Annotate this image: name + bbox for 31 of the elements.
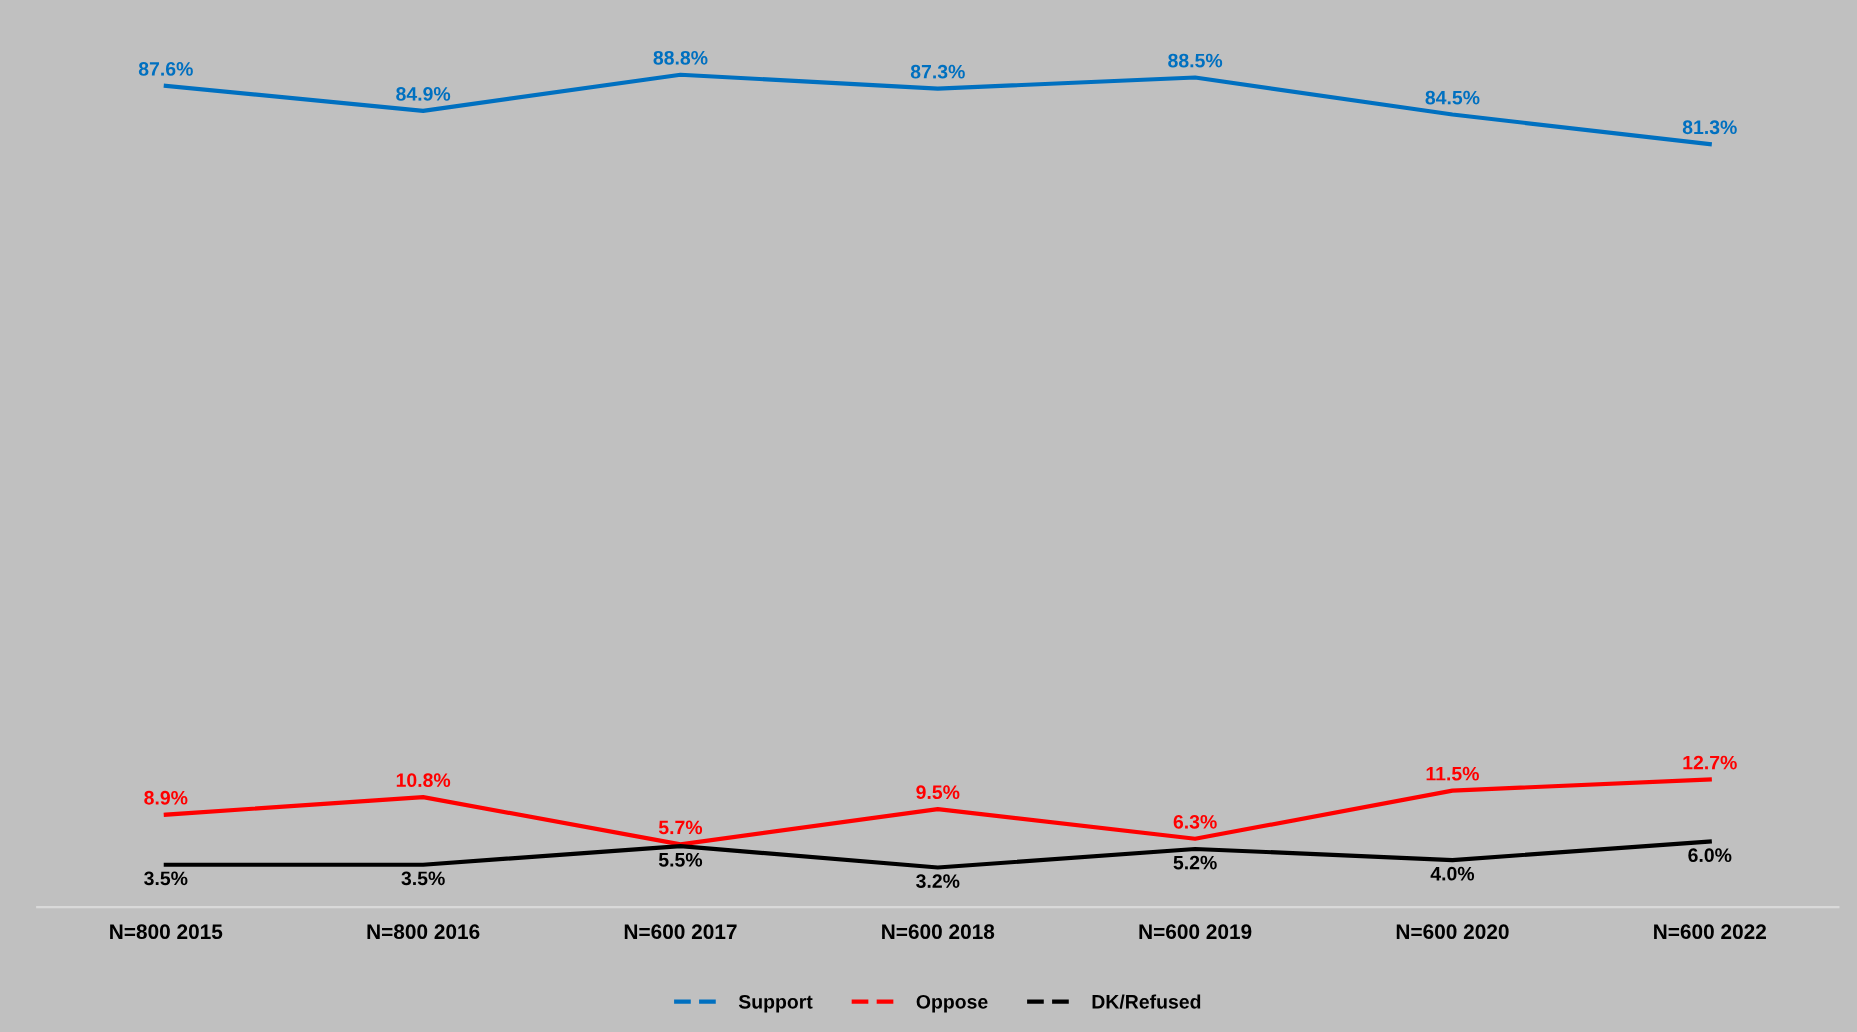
x-tick-label: N=800 2016 xyxy=(367,924,480,940)
data-label: 88.5% xyxy=(1168,53,1223,68)
x-tick-label: N=800 2015 xyxy=(110,924,223,940)
x-tick-label: N=600 2020 xyxy=(1396,924,1509,940)
data-label: 3.2% xyxy=(916,874,960,889)
data-label: 9.5% xyxy=(916,785,960,800)
data-label: 6.0% xyxy=(1688,848,1732,863)
data-label: 87.6% xyxy=(138,62,193,76)
data-label: 12.7% xyxy=(1683,755,1737,770)
data-label: 84.5% xyxy=(1425,90,1480,105)
data-label: 4.0% xyxy=(1430,866,1475,881)
data-label: 84.9% xyxy=(396,87,451,101)
x-tick-label: N=600 2019 xyxy=(1139,924,1252,940)
legend-label: Oppose xyxy=(916,994,988,1013)
data-label: 8.9% xyxy=(144,790,188,805)
legend-label: DK/Refused xyxy=(1092,994,1201,1009)
data-label: 3.5% xyxy=(401,871,445,886)
x-tick-label: N=600 2022 xyxy=(1654,924,1766,940)
data-label: 81.3% xyxy=(1682,120,1737,135)
data-label: 6.3% xyxy=(1173,814,1217,829)
x-tick-label: N=600 2018 xyxy=(882,924,995,940)
data-label: 88.8% xyxy=(653,50,708,65)
data-label: 87.3% xyxy=(910,64,965,79)
data-label: 10.8% xyxy=(396,773,451,788)
x-tick-label: N=600 2017 xyxy=(624,924,737,940)
data-label: 11.5% xyxy=(1426,766,1479,781)
data-label: 5.7% xyxy=(658,820,703,835)
data-label: 3.5% xyxy=(144,871,188,886)
legend-label: Support xyxy=(738,994,813,1013)
data-label: 5.2% xyxy=(1173,855,1217,870)
data-label: 5.5% xyxy=(658,852,703,867)
